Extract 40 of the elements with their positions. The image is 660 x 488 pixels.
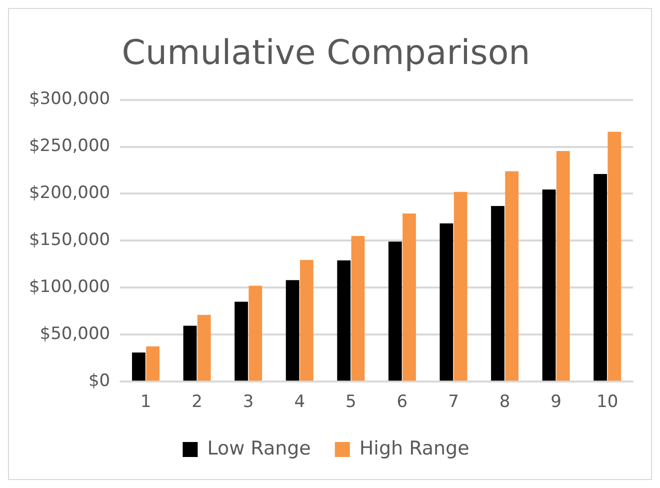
chart-title: Cumulative Comparison (122, 33, 530, 74)
y-tick-label: $200,000 (28, 183, 110, 204)
x-tick-label: 2 (192, 392, 202, 412)
bar (300, 260, 314, 381)
x-tick-label: 5 (346, 392, 356, 412)
y-tick-label: $50,000 (40, 324, 110, 344)
bar (351, 236, 365, 381)
bar (146, 346, 160, 381)
bar (337, 260, 351, 381)
x-tick-label: 4 (294, 392, 306, 412)
bar (542, 190, 556, 381)
bar (286, 280, 300, 381)
x-tick-label: 1 (140, 392, 152, 412)
y-tick-label: $100,000 (28, 277, 110, 298)
bar (197, 314, 211, 381)
bar (594, 174, 608, 381)
bar (248, 286, 262, 381)
y-tick-label: $150,000 (28, 230, 110, 250)
x-tick-label: 8 (499, 392, 510, 412)
x-tick-label: 3 (242, 392, 254, 412)
bar (183, 326, 197, 381)
x-tick-label: 10 (596, 392, 618, 412)
bar (608, 132, 622, 381)
x-tick-label: 9 (550, 392, 562, 412)
bar (388, 242, 402, 381)
y-tick-label: $0 (88, 371, 110, 392)
x-tick-label: 7 (448, 392, 459, 412)
legend-label: Low Range (207, 437, 311, 460)
bar (132, 352, 146, 381)
bar (505, 171, 519, 381)
bar (440, 223, 454, 381)
bar (402, 213, 416, 381)
legend-label: High Range (359, 437, 470, 460)
bar (491, 206, 504, 381)
y-tick-label: $300,000 (28, 89, 110, 110)
y-tick-label: $250,000 (28, 136, 110, 156)
bar (234, 302, 248, 381)
bar (454, 192, 468, 381)
bar (556, 150, 570, 381)
x-tick-label: 6 (396, 392, 408, 412)
